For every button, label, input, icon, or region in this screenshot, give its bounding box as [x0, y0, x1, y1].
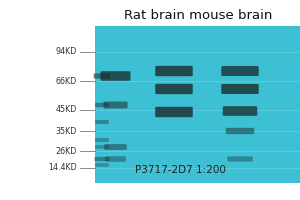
FancyBboxPatch shape	[94, 73, 110, 79]
Text: 14.4KD: 14.4KD	[48, 164, 76, 172]
Text: Rat brain mouse brain: Rat brain mouse brain	[124, 9, 272, 22]
Text: 66KD: 66KD	[55, 76, 76, 86]
Text: 94KD: 94KD	[55, 47, 76, 56]
Text: 45KD: 45KD	[55, 106, 76, 114]
FancyBboxPatch shape	[94, 157, 110, 161]
FancyBboxPatch shape	[100, 71, 130, 81]
Bar	[94, 26, 300, 183]
FancyBboxPatch shape	[155, 66, 193, 76]
FancyBboxPatch shape	[227, 156, 253, 162]
FancyBboxPatch shape	[226, 128, 254, 134]
FancyBboxPatch shape	[223, 106, 257, 116]
Text: P3717-2D7 1:200: P3717-2D7 1:200	[135, 165, 225, 175]
FancyBboxPatch shape	[95, 163, 109, 167]
FancyBboxPatch shape	[221, 84, 259, 94]
FancyBboxPatch shape	[95, 103, 109, 107]
FancyBboxPatch shape	[105, 156, 126, 162]
FancyBboxPatch shape	[221, 66, 259, 76]
FancyBboxPatch shape	[104, 144, 127, 150]
FancyBboxPatch shape	[95, 120, 109, 124]
FancyBboxPatch shape	[95, 145, 109, 149]
Text: 35KD: 35KD	[55, 127, 76, 136]
Text: 26KD: 26KD	[55, 146, 76, 156]
FancyBboxPatch shape	[155, 107, 193, 117]
FancyBboxPatch shape	[103, 102, 127, 108]
FancyBboxPatch shape	[95, 138, 109, 142]
FancyBboxPatch shape	[155, 84, 193, 94]
